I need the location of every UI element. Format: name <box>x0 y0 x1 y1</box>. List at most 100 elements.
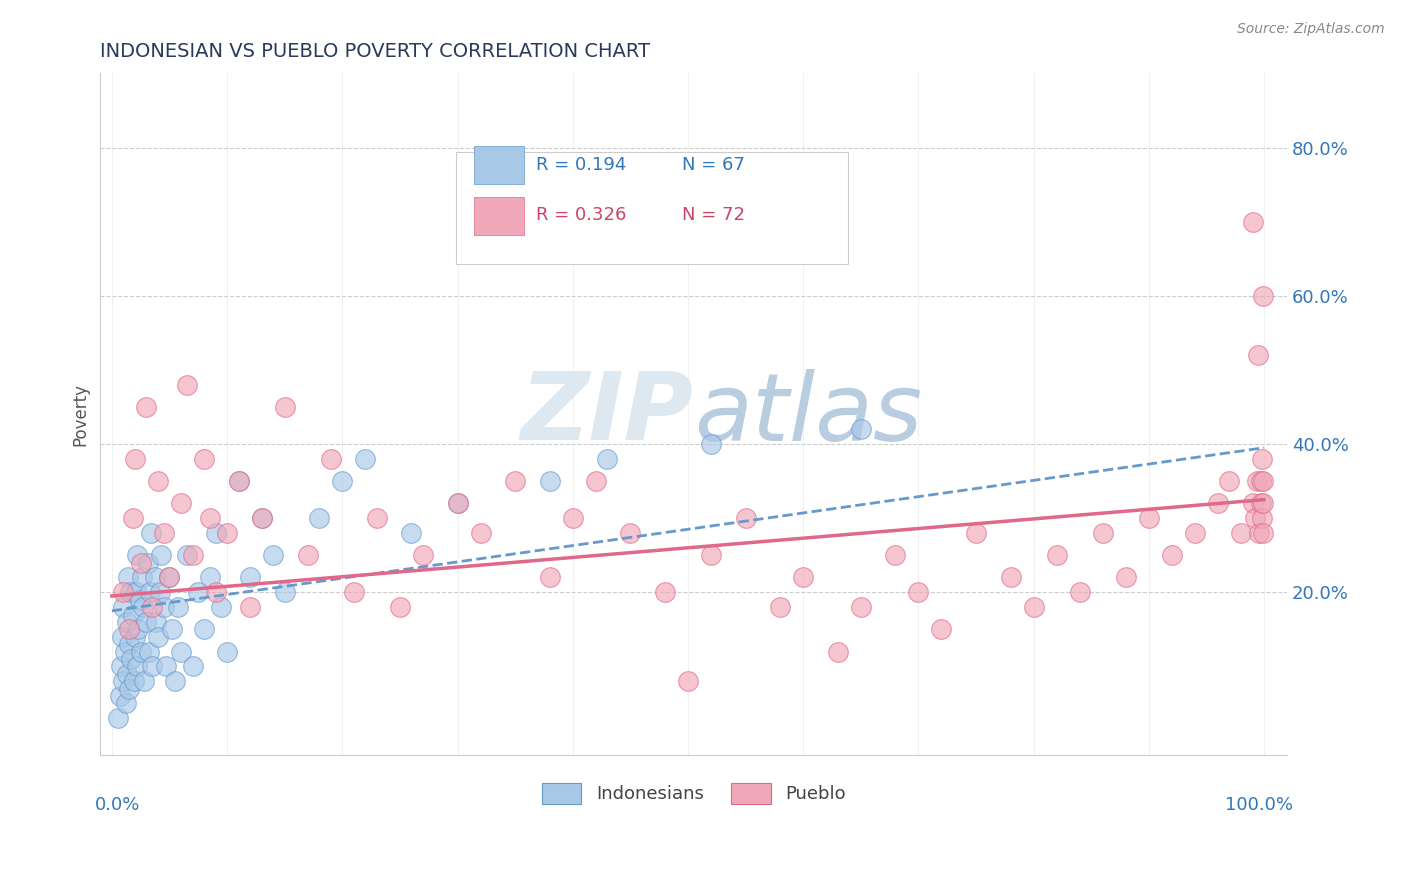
Point <box>135 615 157 629</box>
Point <box>1247 348 1270 362</box>
Point <box>115 666 138 681</box>
Point <box>250 511 273 525</box>
Point <box>734 511 756 525</box>
Point <box>1230 526 1253 541</box>
Point <box>470 526 492 541</box>
Point <box>503 474 526 488</box>
Point <box>112 600 135 615</box>
Point <box>112 585 135 599</box>
Point <box>120 585 142 599</box>
Point <box>149 585 172 599</box>
FancyBboxPatch shape <box>457 152 848 264</box>
Text: 100.0%: 100.0% <box>1225 797 1294 814</box>
Text: R = 0.194: R = 0.194 <box>536 156 626 174</box>
Point <box>1184 526 1206 541</box>
Point <box>155 659 177 673</box>
Point <box>128 592 150 607</box>
Point <box>112 674 135 689</box>
Point <box>388 600 411 615</box>
Point <box>117 570 139 584</box>
Point <box>931 623 953 637</box>
Point <box>676 674 699 689</box>
Point <box>538 570 561 584</box>
Point <box>136 556 159 570</box>
Point <box>1250 511 1272 525</box>
Point <box>792 570 814 584</box>
Point <box>204 585 226 599</box>
Point <box>129 556 152 570</box>
Point <box>152 526 174 541</box>
Point <box>141 659 163 673</box>
Text: Source: ZipAtlas.com: Source: ZipAtlas.com <box>1237 22 1385 37</box>
Point <box>239 570 262 584</box>
Point <box>654 585 676 599</box>
Point <box>120 652 142 666</box>
Text: N = 67: N = 67 <box>682 156 745 174</box>
Point <box>1218 474 1240 488</box>
Point <box>181 548 204 562</box>
Point <box>262 548 284 562</box>
Legend: Indonesians, Pueblo: Indonesians, Pueblo <box>534 776 853 811</box>
Point <box>124 630 146 644</box>
Point <box>239 600 262 615</box>
FancyBboxPatch shape <box>474 197 524 235</box>
Point <box>159 570 181 584</box>
Point <box>204 526 226 541</box>
Point <box>250 511 273 525</box>
Text: atlas: atlas <box>693 369 922 460</box>
Point <box>127 659 149 673</box>
Point <box>585 474 607 488</box>
Point <box>118 637 141 651</box>
Point <box>125 585 148 599</box>
Point <box>1046 548 1069 562</box>
Point <box>160 623 183 637</box>
Point <box>1069 585 1091 599</box>
Text: N = 72: N = 72 <box>682 206 745 224</box>
Point <box>1115 570 1137 584</box>
Point <box>129 644 152 658</box>
Point <box>176 548 198 562</box>
Point <box>118 623 141 637</box>
Point <box>1250 451 1272 466</box>
Point <box>176 377 198 392</box>
Point <box>354 451 377 466</box>
Point <box>1251 526 1274 541</box>
Point <box>121 607 143 622</box>
Point <box>143 570 166 584</box>
Point <box>1246 474 1268 488</box>
Point <box>131 570 153 584</box>
Point <box>1249 526 1271 541</box>
Point <box>198 511 221 525</box>
Point <box>1022 600 1045 615</box>
Point <box>139 526 162 541</box>
Point <box>134 674 156 689</box>
Point <box>1251 496 1274 510</box>
Point <box>209 600 232 615</box>
Point <box>308 511 330 525</box>
Point <box>114 644 136 658</box>
Point <box>1250 496 1272 510</box>
Point <box>1241 215 1264 229</box>
Point <box>127 623 149 637</box>
Point <box>1243 511 1265 525</box>
FancyBboxPatch shape <box>474 145 524 184</box>
Point <box>1137 511 1160 525</box>
Point <box>108 689 131 703</box>
Point <box>193 451 215 466</box>
Point <box>366 511 388 525</box>
Point <box>849 422 872 436</box>
Point <box>343 585 366 599</box>
Point <box>1241 496 1264 510</box>
Point <box>152 600 174 615</box>
Point <box>159 570 181 584</box>
Point <box>907 585 929 599</box>
Y-axis label: Poverty: Poverty <box>72 383 89 446</box>
Point <box>273 585 295 599</box>
Point <box>700 437 723 451</box>
Point <box>110 659 132 673</box>
Point <box>228 474 250 488</box>
Point <box>198 570 221 584</box>
Point <box>446 496 468 510</box>
Point <box>170 644 193 658</box>
Point <box>217 526 239 541</box>
